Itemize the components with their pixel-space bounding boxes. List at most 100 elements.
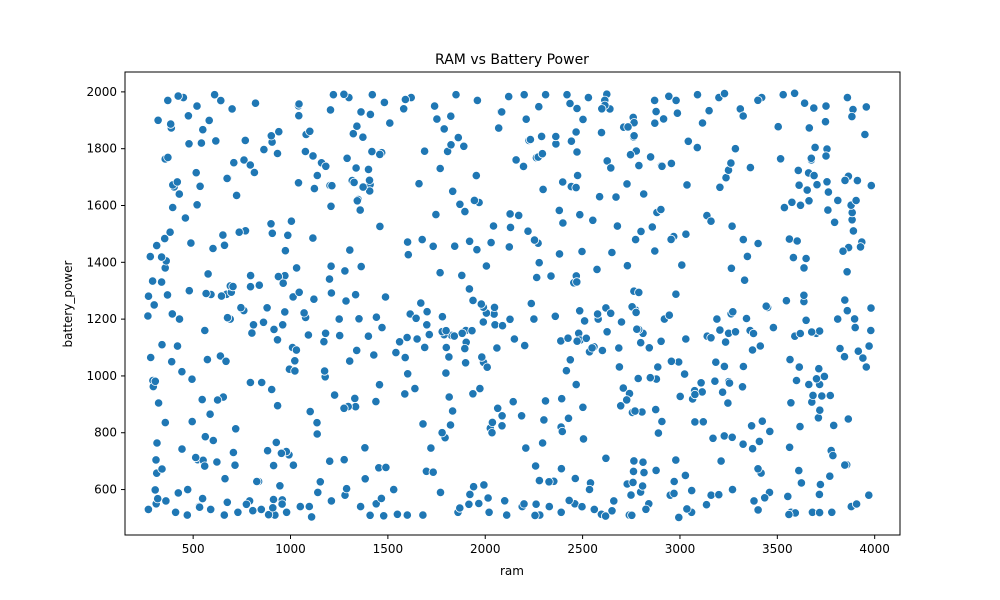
data-point bbox=[814, 364, 824, 374]
data-point bbox=[711, 357, 721, 367]
data-point bbox=[669, 476, 679, 487]
data-point bbox=[471, 171, 481, 181]
data-point bbox=[474, 498, 484, 509]
data-point bbox=[544, 501, 554, 512]
data-point bbox=[163, 152, 173, 162]
data-point bbox=[294, 287, 304, 297]
chart-title: RAM vs Battery Power bbox=[435, 52, 589, 68]
data-point bbox=[768, 322, 779, 333]
data-point bbox=[215, 351, 225, 361]
data-point bbox=[562, 90, 572, 100]
data-point bbox=[374, 380, 385, 390]
data-point bbox=[537, 149, 548, 159]
data-point bbox=[690, 417, 700, 427]
data-point bbox=[497, 107, 507, 117]
data-point bbox=[464, 284, 474, 294]
data-point bbox=[817, 391, 827, 401]
data-point bbox=[754, 436, 765, 446]
data-point bbox=[502, 510, 512, 520]
data-point bbox=[167, 309, 177, 319]
data-point bbox=[309, 184, 319, 194]
data-point bbox=[566, 136, 577, 146]
data-point bbox=[161, 496, 171, 506]
data-point bbox=[738, 361, 749, 372]
data-point bbox=[650, 246, 660, 256]
data-point bbox=[196, 138, 206, 148]
data-point bbox=[657, 416, 667, 427]
data-point bbox=[792, 236, 802, 246]
data-point bbox=[280, 307, 290, 317]
data-point bbox=[738, 439, 748, 449]
data-point bbox=[210, 90, 220, 100]
data-point bbox=[578, 114, 588, 125]
data-point bbox=[505, 209, 515, 219]
data-point bbox=[558, 177, 568, 187]
data-point bbox=[379, 97, 389, 108]
data-point bbox=[628, 477, 638, 487]
data-point bbox=[236, 303, 246, 313]
data-point bbox=[150, 485, 160, 495]
data-point bbox=[157, 464, 167, 474]
data-point bbox=[465, 489, 475, 499]
data-point bbox=[719, 89, 730, 99]
data-point bbox=[630, 235, 641, 245]
data-point bbox=[861, 102, 871, 112]
data-point bbox=[273, 271, 283, 282]
data-point bbox=[195, 502, 205, 512]
data-point bbox=[219, 510, 229, 520]
data-point bbox=[490, 320, 500, 330]
data-point bbox=[212, 457, 222, 467]
data-point bbox=[457, 328, 467, 338]
data-point bbox=[232, 190, 242, 200]
data-point bbox=[784, 509, 794, 520]
data-point bbox=[326, 261, 336, 271]
data-point bbox=[681, 229, 691, 239]
data-point bbox=[308, 151, 318, 161]
data-point bbox=[464, 499, 474, 509]
data-point bbox=[489, 302, 500, 312]
data-point bbox=[739, 275, 750, 285]
data-point bbox=[550, 311, 560, 321]
data-point bbox=[435, 163, 445, 174]
data-point bbox=[291, 345, 301, 355]
y-tick-label: 800 bbox=[94, 426, 117, 440]
data-point bbox=[460, 207, 470, 217]
data-point bbox=[200, 325, 210, 336]
data-point bbox=[202, 354, 212, 365]
data-point bbox=[796, 478, 807, 488]
data-point bbox=[173, 488, 183, 498]
data-point bbox=[853, 346, 863, 356]
data-point bbox=[794, 465, 804, 476]
data-point bbox=[572, 277, 582, 287]
data-point bbox=[825, 471, 835, 481]
data-point bbox=[708, 433, 718, 443]
data-point bbox=[822, 177, 832, 187]
data-point bbox=[664, 91, 674, 101]
y-axis-ticks: 600 800 1000 1200 1400 1600 1800 2000 bbox=[86, 85, 125, 497]
data-point bbox=[146, 352, 156, 363]
data-point bbox=[306, 512, 317, 522]
data-point bbox=[403, 250, 413, 260]
data-point bbox=[497, 321, 508, 331]
data-point bbox=[571, 127, 581, 137]
data-point bbox=[324, 274, 335, 284]
data-point bbox=[847, 112, 857, 122]
data-point bbox=[168, 202, 178, 213]
data-point bbox=[618, 383, 628, 393]
data-point bbox=[376, 493, 386, 503]
data-point bbox=[753, 238, 763, 249]
data-point bbox=[572, 147, 582, 157]
data-point bbox=[571, 379, 581, 390]
data-point bbox=[400, 94, 410, 105]
data-point bbox=[472, 95, 482, 106]
data-point bbox=[450, 241, 460, 251]
data-point bbox=[252, 476, 262, 487]
data-point bbox=[352, 196, 362, 206]
data-point bbox=[815, 479, 826, 490]
data-point bbox=[622, 395, 632, 405]
data-point bbox=[184, 286, 194, 296]
data-point bbox=[379, 511, 389, 521]
x-tick-label: 4000 bbox=[859, 542, 890, 556]
data-point bbox=[698, 417, 708, 427]
